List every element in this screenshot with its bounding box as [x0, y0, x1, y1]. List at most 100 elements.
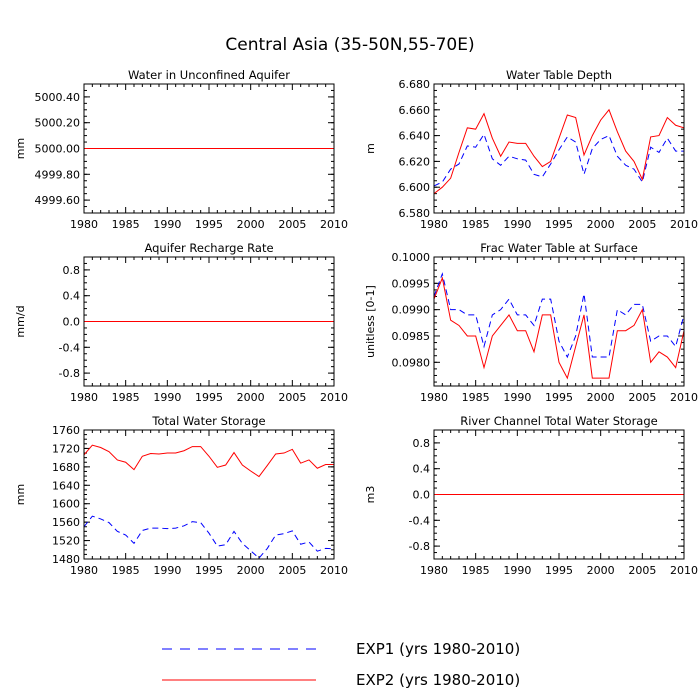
x-tick-label: 1990 [153, 391, 181, 404]
y-tick-label: 0.8 [63, 264, 81, 277]
series-line-exp1 [83, 515, 335, 559]
y-tick-label: 1640 [52, 479, 80, 492]
y-tick-label: 0.4 [413, 463, 431, 476]
y-tick-label: 0.0985 [392, 330, 431, 343]
series-line-exp2 [83, 444, 334, 478]
y-tick-label: 0.0 [63, 316, 81, 329]
series-line-exp2 [433, 276, 685, 380]
panel-title: River Channel Total Water Storage [460, 414, 657, 428]
x-tick-label: 1990 [153, 564, 181, 577]
plot-frame [433, 256, 685, 387]
x-tick-label: 1985 [112, 564, 140, 577]
y-tick-label: 1520 [52, 535, 80, 548]
x-tick-label: 1990 [153, 218, 181, 231]
x-tick-label: 1995 [195, 391, 223, 404]
x-tick-label: 2010 [670, 391, 698, 404]
y-tick-label: 0.0990 [392, 304, 431, 317]
legend-exp1-label: EXP1 (yrs 1980-2010) [356, 640, 520, 658]
x-tick-label: 1995 [545, 218, 573, 231]
y-tick-label: -0.4 [59, 341, 80, 354]
y-tick-label: 4999.80 [35, 168, 81, 181]
panel-1: Water in Unconfined Aquifer mm 1980 1985 199… [14, 68, 348, 231]
panel-5: Total Water Storage mm 1980 1985 1990 1995 200… [14, 414, 348, 577]
y-axis-label: mm/d [14, 305, 27, 337]
panel-6: River Channel Total Water Storage m3 1980 1… [364, 414, 698, 577]
panel-title: Water Table Depth [506, 68, 612, 82]
y-axis-label: unitless [0-1] [364, 285, 377, 358]
x-tick-label: 2000 [237, 564, 265, 577]
y-tick-label: 5000.00 [35, 143, 81, 156]
x-tick-label: 2005 [628, 218, 656, 231]
legend: EXP1 (yrs 1980-2010) EXP2 (yrs 1980-2010… [162, 640, 520, 689]
panel-title: Frac Water Table at Surface [480, 241, 638, 255]
x-tick-label: 1985 [462, 564, 490, 577]
x-tick-label: 2005 [278, 391, 306, 404]
x-tick-label: 1995 [195, 564, 223, 577]
y-tick-label: 6.600 [399, 181, 431, 194]
x-tick-label: 1980 [420, 218, 448, 231]
x-tick-label: 1985 [462, 391, 490, 404]
y-tick-label: 6.620 [399, 155, 431, 168]
panel-2: Water Table Depth m 1980 1985 1990 1995 2000 20… [364, 68, 698, 231]
x-tick-label: 1990 [503, 564, 531, 577]
y-tick-label: 6.580 [399, 207, 431, 220]
x-tick-label: 1995 [545, 564, 573, 577]
y-tick-label: 6.660 [399, 104, 431, 117]
x-tick-label: 2005 [278, 218, 306, 231]
y-tick-label: 0.0 [413, 489, 431, 502]
y-tick-label: 1680 [52, 461, 80, 474]
y-tick-label: 0.0980 [392, 356, 431, 369]
panel-title: Aquifer Recharge Rate [144, 241, 273, 255]
y-tick-label: -0.8 [409, 540, 430, 553]
panel-3: Aquifer Recharge Rate mm/d 1980 1985 1990 199… [14, 241, 348, 404]
y-tick-label: 6.680 [399, 78, 431, 91]
series-line-exp2 [433, 108, 685, 195]
plot-frame [83, 429, 335, 560]
series-line-exp1 [433, 272, 685, 359]
y-tick-label: -0.8 [59, 367, 80, 380]
y-tick-label: 1760 [52, 424, 80, 437]
y-tick-label: 1480 [52, 553, 80, 566]
x-tick-label: 1985 [462, 218, 490, 231]
x-tick-label: 2010 [670, 564, 698, 577]
x-tick-label: 2000 [587, 391, 615, 404]
y-tick-label: 1600 [52, 498, 80, 511]
y-tick-label: 5000.20 [35, 117, 81, 130]
x-tick-label: 1985 [112, 218, 140, 231]
x-tick-label: 1980 [420, 564, 448, 577]
panel-title: Water in Unconfined Aquifer [128, 68, 290, 82]
panels: Water in Unconfined Aquifer mm 1980 1985 199… [14, 68, 698, 577]
y-tick-label: 0.4 [63, 290, 81, 303]
y-tick-label: 1560 [52, 516, 80, 529]
y-tick-label: 0.8 [413, 437, 431, 450]
x-tick-label: 1995 [545, 391, 573, 404]
x-tick-label: 2000 [587, 218, 615, 231]
legend-exp2-label: EXP2 (yrs 1980-2010) [356, 671, 520, 689]
x-tick-label: 2005 [628, 564, 656, 577]
y-tick-label: 6.640 [399, 130, 431, 143]
x-tick-label: 2010 [670, 218, 698, 231]
x-tick-label: 2000 [587, 564, 615, 577]
series-line-exp1 [433, 133, 684, 187]
x-tick-label: 1980 [70, 391, 98, 404]
x-tick-label: 2005 [628, 391, 656, 404]
x-tick-label: 2010 [320, 564, 348, 577]
x-tick-label: 1985 [112, 391, 140, 404]
y-tick-label: 5000.40 [35, 91, 81, 104]
y-axis-label: mm [14, 484, 27, 505]
y-tick-label: -0.4 [409, 514, 430, 527]
x-tick-label: 2005 [278, 564, 306, 577]
y-tick-label: 0.0995 [392, 277, 431, 290]
y-axis-label: m3 [364, 486, 377, 504]
x-tick-label: 1995 [195, 218, 223, 231]
y-tick-label: 0.1000 [392, 251, 431, 264]
x-tick-label: 1990 [503, 391, 531, 404]
figure-title: Central Asia (35-50N,55-70E) [225, 35, 474, 55]
plot-frame [433, 429, 685, 560]
x-tick-label: 2010 [320, 391, 348, 404]
x-tick-label: 2000 [237, 218, 265, 231]
x-tick-label: 2000 [237, 391, 265, 404]
x-tick-label: 1990 [503, 218, 531, 231]
y-tick-label: 1720 [52, 442, 80, 455]
